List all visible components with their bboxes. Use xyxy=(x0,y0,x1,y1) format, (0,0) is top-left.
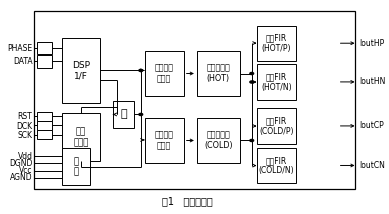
Text: IoutHN: IoutHN xyxy=(359,77,385,86)
Circle shape xyxy=(250,140,254,141)
Bar xyxy=(62,38,100,103)
Circle shape xyxy=(250,81,254,83)
Bar xyxy=(145,51,184,96)
Text: IoutHP: IoutHP xyxy=(359,39,384,48)
Bar xyxy=(37,130,51,139)
Text: DSP
1/F: DSP 1/F xyxy=(72,61,90,80)
Bar xyxy=(37,112,51,121)
Text: SCK: SCK xyxy=(18,131,32,140)
Bar xyxy=(62,149,90,185)
Circle shape xyxy=(250,73,254,74)
Text: 定时
发生器: 定时 发生器 xyxy=(74,128,89,147)
Bar xyxy=(197,118,240,163)
Text: 图1   工作原理图: 图1 工作原理图 xyxy=(162,197,213,207)
Text: 移位寄存器
(COLD): 移位寄存器 (COLD) xyxy=(204,131,233,150)
Bar xyxy=(257,64,296,100)
Bar xyxy=(257,25,296,61)
Text: 模拟FIR
(HOT/P): 模拟FIR (HOT/P) xyxy=(261,33,291,53)
Bar xyxy=(197,51,240,96)
Bar xyxy=(257,148,296,183)
Text: DGND: DGND xyxy=(9,159,32,168)
Text: 一: 一 xyxy=(120,109,127,119)
Text: 工作脉冲
发生器: 工作脉冲 发生器 xyxy=(155,64,173,83)
Circle shape xyxy=(139,69,143,71)
Bar xyxy=(145,118,184,163)
Bar xyxy=(33,11,355,189)
Text: Vdd: Vdd xyxy=(18,152,32,161)
Bar xyxy=(62,113,100,161)
Text: 模拟FIR
(COLD/N): 模拟FIR (COLD/N) xyxy=(258,156,294,175)
Text: 模拟FIR
(HOT/N): 模拟FIR (HOT/N) xyxy=(261,72,291,92)
Bar xyxy=(37,42,51,54)
Bar xyxy=(257,108,296,144)
Text: DATA: DATA xyxy=(13,57,32,66)
Text: DCK: DCK xyxy=(16,122,32,131)
Circle shape xyxy=(139,113,143,116)
Bar xyxy=(113,101,135,128)
Text: AGND: AGND xyxy=(10,173,32,182)
Text: PHASE: PHASE xyxy=(7,44,32,53)
Text: 模拟FIR
(COLD/P): 模拟FIR (COLD/P) xyxy=(259,116,293,136)
Text: 电
源: 电 源 xyxy=(74,157,79,176)
Text: 工作脉冲
发生器: 工作脉冲 发生器 xyxy=(155,131,173,150)
Bar xyxy=(37,55,51,68)
Text: IoutCN: IoutCN xyxy=(359,161,385,170)
Text: RST: RST xyxy=(18,112,32,121)
Text: Vcc: Vcc xyxy=(19,166,32,175)
Text: IoutCP: IoutCP xyxy=(359,121,384,130)
Bar xyxy=(37,121,51,130)
Text: 移位寄存器
(HOT): 移位寄存器 (HOT) xyxy=(207,64,230,83)
